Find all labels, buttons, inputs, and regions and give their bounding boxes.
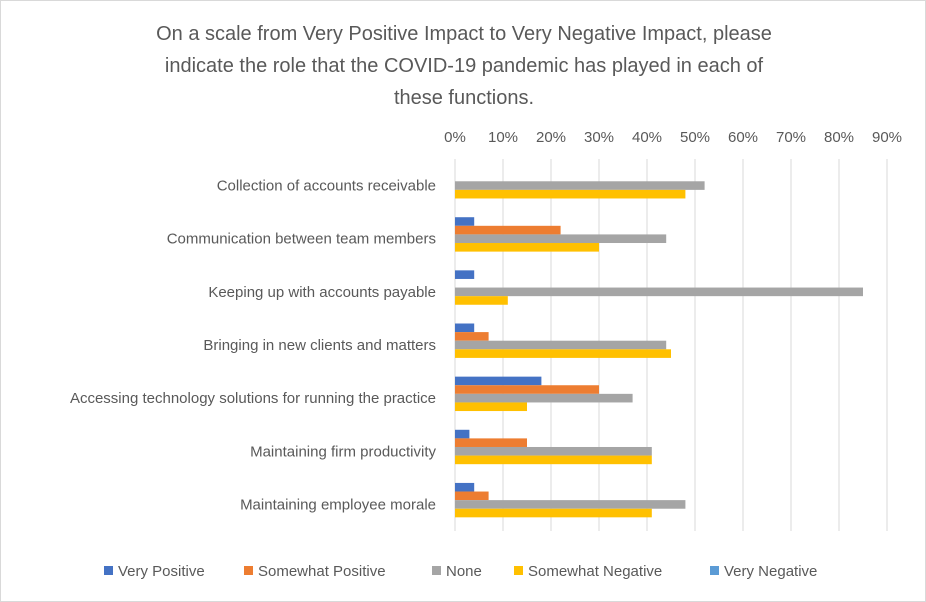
x-tick-label: 60%	[728, 129, 758, 146]
bar	[455, 402, 527, 412]
bar	[455, 296, 508, 305]
bar	[455, 349, 671, 358]
category-label: Maintaining firm productivity	[250, 443, 436, 460]
category-label: Maintaining employee morale	[240, 496, 436, 513]
bar	[455, 376, 542, 386]
bar	[455, 455, 652, 465]
x-tick-label: 10%	[488, 129, 518, 146]
category-labels: Collection of accounts receivable Communi…	[70, 178, 437, 514]
bar	[455, 225, 561, 235]
bar	[455, 181, 705, 190]
x-tick-label: 70%	[776, 129, 806, 146]
legend-swatch	[514, 566, 523, 575]
bar	[455, 217, 475, 226]
category-label: Communication between team members	[167, 231, 436, 248]
bar	[455, 491, 489, 501]
x-tick-label: 40%	[632, 129, 662, 146]
chart-title-line: On a scale from Very Positive Impact to …	[156, 23, 772, 45]
bar	[455, 189, 686, 199]
chart-title: On a scale from Very Positive Impact to …	[156, 23, 772, 109]
bar	[455, 500, 686, 509]
bars	[455, 181, 863, 518]
legend-swatch	[710, 566, 719, 575]
legend-entry: Very Negative	[724, 563, 817, 580]
x-tick-label: 20%	[536, 129, 566, 146]
legend-swatch	[244, 566, 253, 575]
x-tick-label: 90%	[872, 129, 902, 146]
legend-entry: None	[446, 563, 482, 580]
x-tick-label: 0%	[444, 129, 466, 146]
bar	[455, 332, 489, 341]
legend-entry: Somewhat Positive	[258, 563, 386, 580]
category-label: Bringing in new clients and matters	[203, 337, 436, 354]
x-tick-label: 30%	[584, 129, 614, 146]
bar	[455, 243, 599, 252]
bar	[455, 393, 633, 403]
category-label: Keeping up with accounts payable	[208, 284, 436, 301]
legend: Very Positive Somewhat Positive None Somewh…	[104, 563, 817, 580]
legend-swatch	[104, 566, 113, 575]
bar	[455, 429, 470, 439]
bar	[455, 270, 475, 279]
bar	[455, 385, 599, 394]
x-axis-ticks: 0% 10% 20% 30% 40% 50% 60% 70% 80% 90%	[444, 129, 902, 146]
legend-entry: Somewhat Negative	[528, 563, 662, 580]
bar	[455, 323, 475, 333]
bar	[455, 340, 667, 350]
bar	[455, 438, 527, 447]
bar	[455, 482, 475, 492]
category-label: Accessing technology solutions for runni…	[70, 390, 436, 407]
category-label: Collection of accounts receivable	[217, 178, 436, 195]
bar	[455, 287, 863, 297]
chart-title-line: these functions.	[394, 87, 534, 109]
x-tick-label: 80%	[824, 129, 854, 146]
bar	[455, 508, 652, 518]
bar	[455, 446, 652, 456]
legend-entry: Very Positive	[118, 563, 205, 580]
chart-title-line: indicate the role that the COVID-19 pand…	[165, 55, 764, 77]
x-tick-label: 50%	[680, 129, 710, 146]
legend-swatch	[432, 566, 441, 575]
bar	[455, 234, 667, 244]
